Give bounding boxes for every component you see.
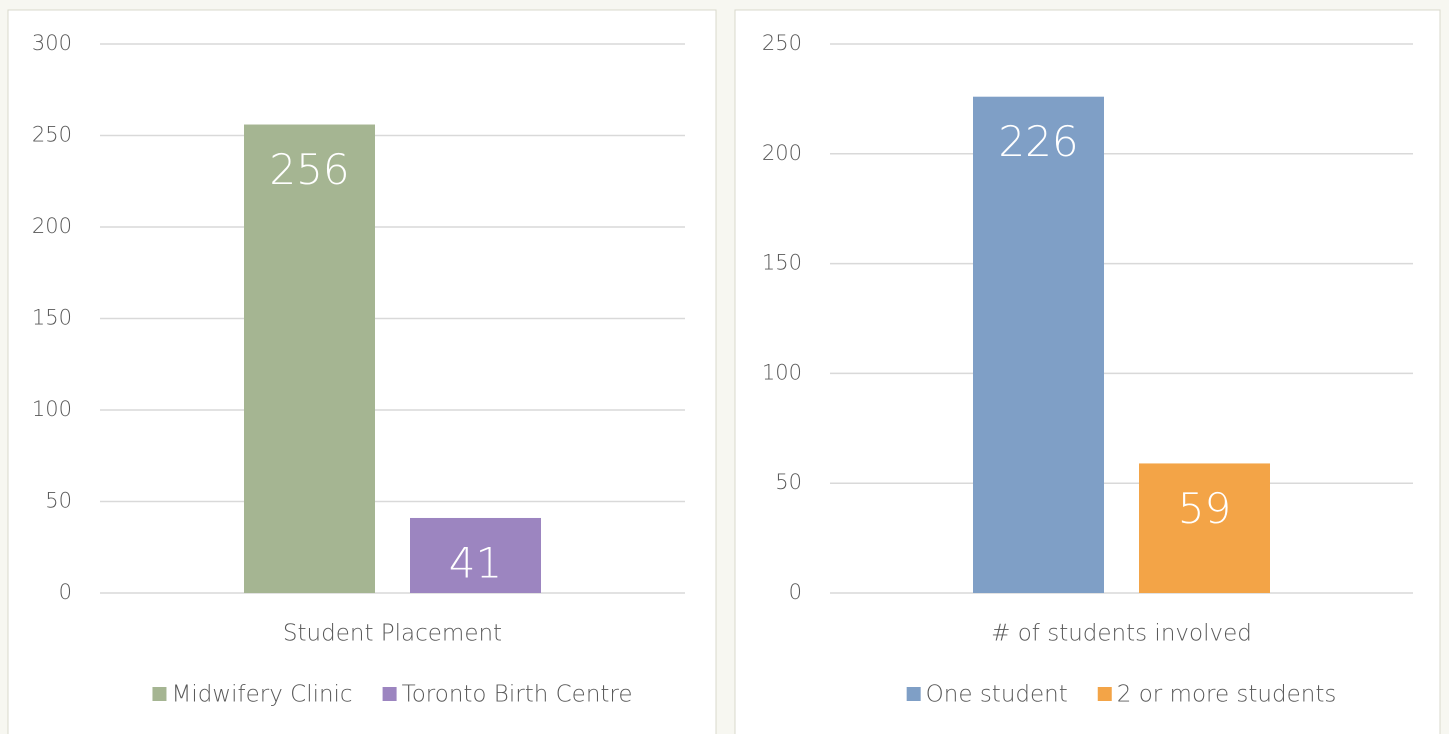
legend-label: Toronto Birth Centre [402, 682, 633, 708]
y-tick-label: 250 [32, 123, 72, 147]
bar [1139, 463, 1270, 593]
y-tick-label: 100 [32, 397, 72, 421]
legend-swatch [1097, 687, 1112, 701]
y-tick-label: 200 [32, 214, 72, 238]
legend-swatch [152, 687, 167, 701]
data-label: 226 [998, 117, 1078, 166]
data-label: 41 [449, 538, 502, 587]
x-tick-label: # of students involved [991, 621, 1252, 647]
bar [244, 124, 375, 594]
y-tick-label: 300 [32, 31, 72, 55]
y-tick-label: 150 [762, 251, 802, 275]
data-label: 59 [1178, 484, 1231, 533]
y-tick-label: 200 [762, 141, 802, 165]
y-tick-label: 0 [789, 580, 802, 604]
y-tick-label: 50 [45, 489, 72, 513]
y-tick-label: 50 [775, 470, 802, 494]
y-tick-label: 250 [762, 31, 802, 55]
bar [973, 96, 1104, 593]
data-label: 256 [269, 145, 349, 194]
legend-label: Midwifery Clinic [171, 682, 352, 708]
y-tick-label: 150 [32, 306, 72, 330]
y-tick-label: 0 [59, 580, 72, 604]
legend-swatch [382, 687, 397, 701]
legend-label: One student [926, 682, 1068, 708]
legend-swatch [906, 687, 921, 701]
y-tick-label: 100 [762, 360, 802, 384]
x-tick-label: Student Placement [283, 621, 502, 647]
bar [410, 517, 541, 593]
legend-label: 2 or more students [1117, 682, 1337, 708]
